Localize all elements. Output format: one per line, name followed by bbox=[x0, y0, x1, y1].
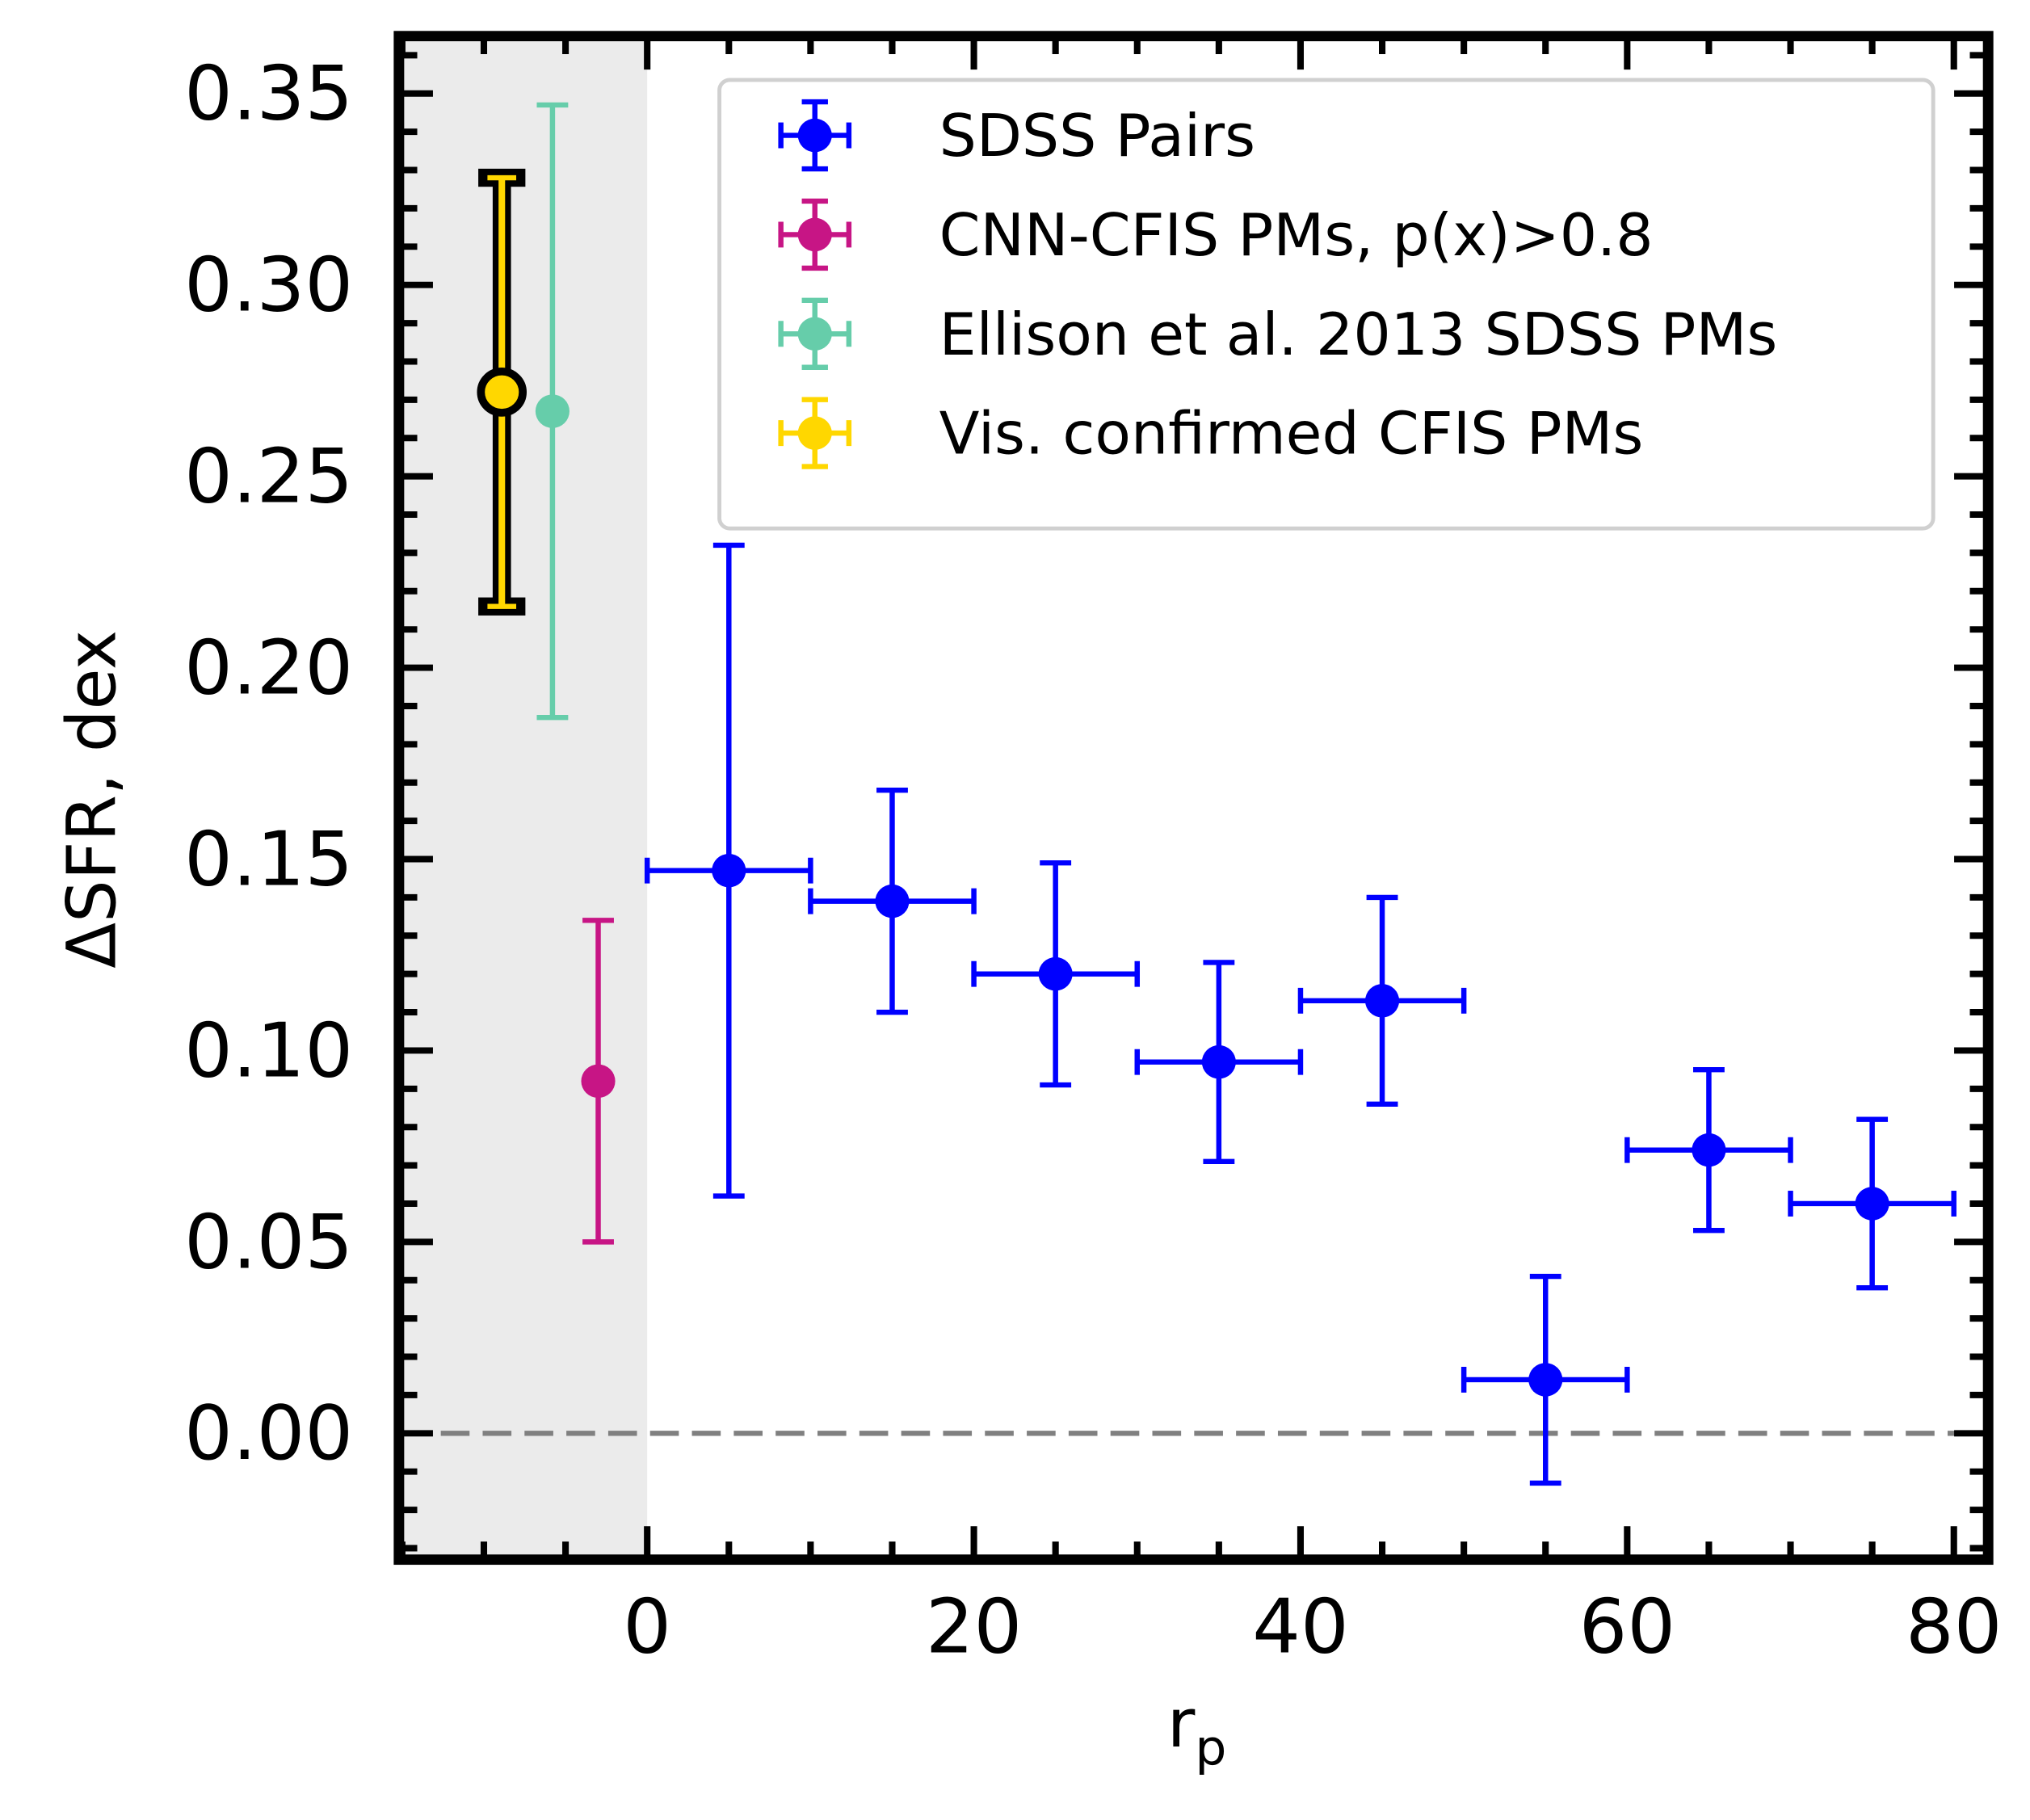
data-point bbox=[875, 884, 910, 918]
x-tick-label: 40 bbox=[1252, 1583, 1348, 1670]
data-point bbox=[1855, 1187, 1889, 1221]
data-point bbox=[1038, 956, 1073, 991]
data-point bbox=[1692, 1133, 1726, 1167]
y-tick-label: 0.05 bbox=[184, 1198, 353, 1285]
error-point bbox=[808, 788, 977, 1015]
y-tick-label: 0.10 bbox=[184, 1007, 353, 1094]
x-tick-label: 80 bbox=[1906, 1583, 2002, 1670]
x-tick-label: 20 bbox=[926, 1583, 1022, 1670]
legend-marker bbox=[797, 416, 832, 450]
legend-label: Vis. confirmed CFIS PMs bbox=[939, 401, 1644, 468]
legend: SDSS Pairs CNN-CFIS PMs, p(x)>0.8 Ellison … bbox=[717, 78, 1935, 531]
plot-frame bbox=[393, 31, 1994, 1566]
error-point bbox=[1461, 1273, 1630, 1486]
x-axis-label: rp bbox=[1167, 1684, 1227, 1777]
legend-frame bbox=[717, 78, 1935, 531]
y-tick-label: 0.00 bbox=[184, 1389, 353, 1477]
shaded-region bbox=[398, 36, 648, 1560]
legend-label: CNN-CFIS PMs, p(x)>0.8 bbox=[939, 202, 1654, 269]
y-tick-label: 0.35 bbox=[184, 49, 353, 137]
y-tick-label: 0.25 bbox=[184, 432, 353, 519]
error-point bbox=[1624, 1066, 1793, 1234]
data-point bbox=[712, 853, 746, 888]
y-tick-label: 0.20 bbox=[184, 624, 353, 711]
x-axis-label-subscript: p bbox=[1195, 1720, 1226, 1776]
error-point bbox=[1297, 894, 1467, 1107]
y-tick-label: 0.30 bbox=[184, 241, 353, 328]
error-point bbox=[535, 102, 569, 721]
data-point bbox=[1201, 1045, 1236, 1079]
error-point bbox=[581, 918, 616, 1245]
y-axis-label: ΔSFR, dex bbox=[52, 630, 132, 969]
data-point bbox=[477, 368, 527, 417]
data-point bbox=[581, 1064, 616, 1099]
legend-marker bbox=[797, 317, 832, 351]
x-tick-label: 60 bbox=[1579, 1583, 1675, 1670]
data-point bbox=[1528, 1363, 1563, 1397]
legend-label: Ellison et al. 2013 SDSS PMs bbox=[939, 301, 1778, 368]
error-point bbox=[971, 860, 1141, 1088]
data-point bbox=[535, 394, 569, 428]
legend-marker bbox=[797, 118, 832, 153]
data-point bbox=[1365, 984, 1400, 1018]
error-point bbox=[644, 542, 813, 1199]
error-point bbox=[477, 168, 527, 616]
error-point bbox=[1134, 960, 1304, 1165]
error-point bbox=[1788, 1116, 1956, 1291]
y-tick-label: 0.15 bbox=[184, 815, 353, 902]
x-axis-label-main: r bbox=[1167, 1684, 1196, 1763]
x-tick-label: 0 bbox=[623, 1583, 671, 1670]
legend-label: SDSS Pairs bbox=[939, 103, 1255, 170]
legend-marker bbox=[797, 217, 832, 252]
